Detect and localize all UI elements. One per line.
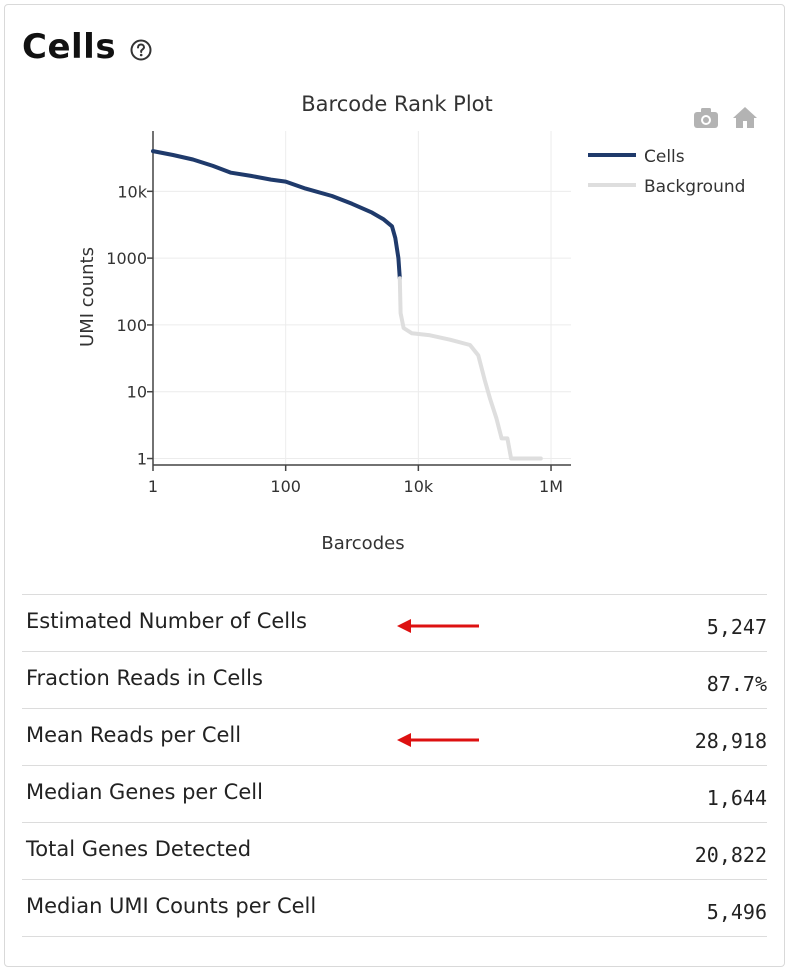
legend: Cells Background <box>588 147 745 197</box>
y-tick-label: 10k <box>117 182 147 201</box>
metric-value: 5,496 <box>706 900 767 924</box>
y-tick-label: 1000 <box>106 249 147 268</box>
metric-row: Total Genes Detected 20,822 <box>22 823 767 880</box>
y-tick-label: 100 <box>116 316 147 335</box>
metric-label: Median Genes per Cell <box>26 780 263 804</box>
section-title: Cells <box>22 27 117 67</box>
question-circle-icon[interactable] <box>130 39 152 61</box>
metric-label: Estimated Number of Cells <box>26 609 307 633</box>
metric-value: 28,918 <box>694 729 767 753</box>
metric-row: Median UMI Counts per Cell 5,496 <box>22 880 767 937</box>
metric-row: Median Genes per Cell 1,644 <box>22 766 767 823</box>
series-line-cells[interactable] <box>151 149 402 281</box>
red-arrow-icon <box>397 733 479 747</box>
y-axis-label: UMI counts <box>77 247 98 347</box>
y-tick-label: 1 <box>137 450 147 469</box>
metric-value: 20,822 <box>694 843 767 867</box>
legend-label-background[interactable]: Background <box>644 177 745 197</box>
x-tick-label: 10k <box>404 477 434 496</box>
metric-label: Total Genes Detected <box>26 837 252 861</box>
x-axis-label: Barcodes <box>321 533 404 554</box>
legend-label-cells[interactable]: Cells <box>644 147 685 167</box>
metric-row: Fraction Reads in Cells 87.7% <box>22 652 767 709</box>
metric-label: Median UMI Counts per Cell <box>26 894 317 918</box>
x-tick-label: 100 <box>270 477 301 496</box>
section-header: Cells <box>22 22 152 72</box>
series-line-background[interactable] <box>397 276 543 461</box>
metrics-table: Estimated Number of Cells 5,247 Fraction R… <box>22 594 767 937</box>
chart-title: Barcode Rank Plot <box>301 92 493 116</box>
cells-card <box>4 4 785 967</box>
metric-row: Estimated Number of Cells 5,247 <box>22 595 767 652</box>
metric-label: Mean Reads per Cell <box>26 723 242 747</box>
red-arrow-icon <box>397 619 479 633</box>
home-icon[interactable] <box>733 107 757 128</box>
metric-row: Mean Reads per Cell 28,918 <box>22 709 767 766</box>
barcode-rank-plot[interactable]: Barcode Rank Plot 1 100 10k 1M 1 10 100 1000 10k… <box>0 0 791 580</box>
metric-value: 5,247 <box>706 615 767 639</box>
x-tick-label: 1 <box>148 477 158 496</box>
camera-icon[interactable] <box>694 108 718 128</box>
y-tick-label: 10 <box>127 383 147 402</box>
metric-value: 87.7% <box>706 672 767 696</box>
metric-value: 1,644 <box>706 786 767 810</box>
x-tick-label: 1M <box>539 477 563 496</box>
metric-label: Fraction Reads in Cells <box>26 666 263 690</box>
